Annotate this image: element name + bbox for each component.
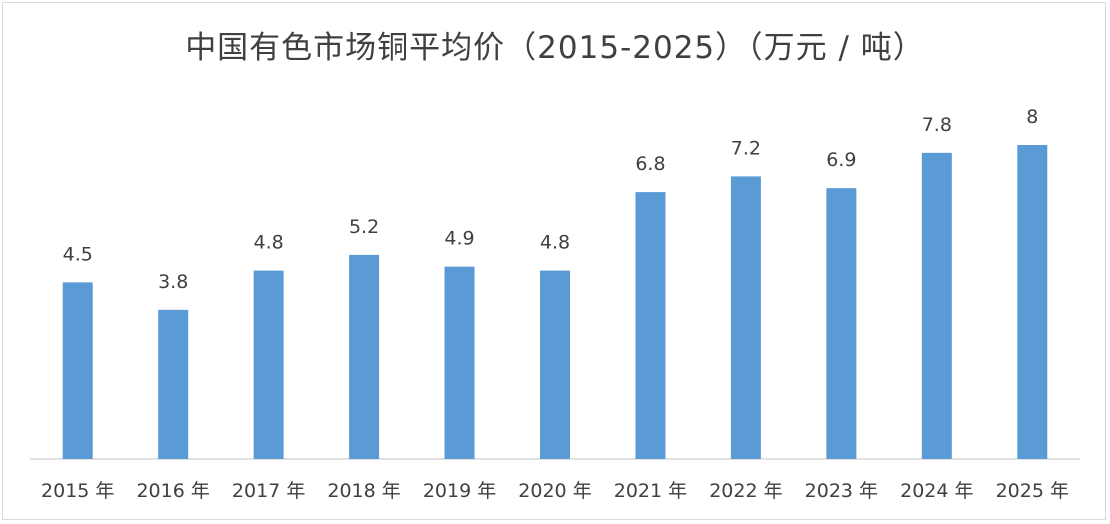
bar-2 [253,270,284,459]
data-label-7: 7.2 [731,137,761,159]
bar-3 [349,254,380,459]
x-tick-label-0: 2015 年 [41,480,114,502]
x-tick-label-2: 2017 年 [232,480,305,502]
x-tick-label-9: 2024 年 [900,480,973,502]
data-label-8: 6.9 [826,149,856,171]
data-label-6: 6.8 [635,153,665,175]
data-label-1: 3.8 [158,271,188,293]
data-label-3: 5.2 [349,216,379,238]
bar-6 [635,192,666,459]
x-tick-label-6: 2021 年 [614,480,687,502]
x-tick-label-3: 2018 年 [327,480,400,502]
data-label-0: 4.5 [63,243,93,265]
bar-5 [540,270,570,459]
x-tick-label-4: 2019 年 [423,480,496,502]
bar-4 [444,266,475,459]
bar-7 [730,176,761,459]
x-tick-label-7: 2022 年 [709,480,782,502]
data-label-2: 4.8 [254,232,284,254]
x-tick-label-10: 2025 年 [996,480,1069,502]
x-tick-label-8: 2023 年 [805,480,878,502]
data-label-10: 8 [1026,106,1038,128]
bar-10 [1017,145,1048,459]
bar-9 [921,152,952,459]
data-label-9: 7.8 [922,114,952,136]
bar-1 [158,309,189,459]
bar-0 [62,282,93,459]
data-labels-group: 4.5 3.8 4.8 5.2 4.9 4.8 6.8 7.2 6.9 7.8 8 [63,106,1039,293]
chart-title: 中国有色市场铜平均价（2015-2025）（万元 / 吨） [185,30,925,66]
data-label-5: 4.8 [540,232,570,254]
bars-group [62,145,1048,460]
x-tick-label-5: 2020 年 [518,480,591,502]
bar-8 [826,188,857,460]
data-label-4: 4.9 [444,228,474,250]
x-tick-labels-group: 2015 年 2016 年 2017 年 2018 年 2019 年 2020 年 2021… [41,480,1069,502]
x-tick-label-1: 2016 年 [136,480,209,502]
